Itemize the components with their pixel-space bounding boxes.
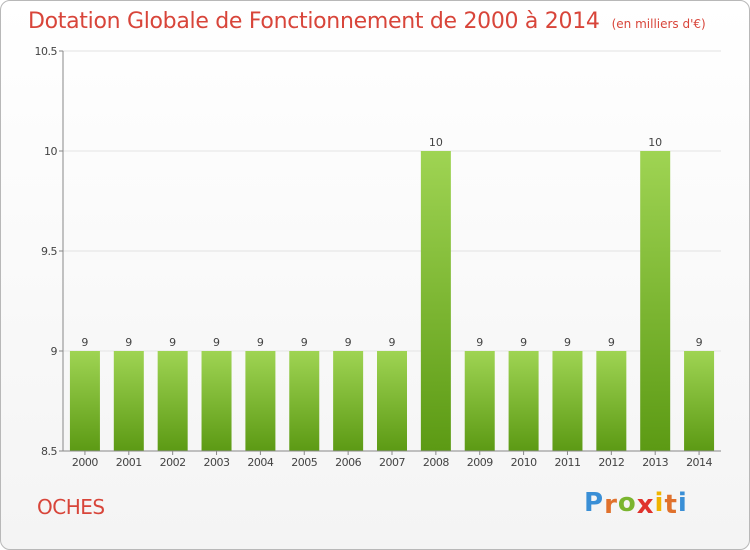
data-label: 9 bbox=[520, 336, 527, 349]
bar bbox=[552, 351, 583, 451]
x-tick-label: 2008 bbox=[423, 456, 449, 469]
x-tick-label: 2014 bbox=[686, 456, 712, 469]
y-tick-label: 9.5 bbox=[41, 245, 57, 258]
data-label: 9 bbox=[257, 336, 264, 349]
bar bbox=[508, 351, 539, 451]
logo-letter: r bbox=[604, 490, 618, 520]
bar bbox=[377, 351, 407, 451]
chart-title-text: Dotation Globale de Fonctionnement de 20… bbox=[28, 9, 600, 34]
y-tick-label: 8.5 bbox=[41, 445, 57, 458]
x-tick-label: 2003 bbox=[204, 456, 230, 469]
y-tick-label: 9 bbox=[51, 345, 58, 358]
logo-letter: x bbox=[636, 490, 655, 520]
data-label: 9 bbox=[696, 336, 703, 349]
commune-name: OCHES bbox=[37, 495, 105, 519]
bar bbox=[113, 351, 144, 451]
bar bbox=[201, 351, 232, 451]
bar bbox=[245, 351, 276, 451]
logo-letter: i bbox=[677, 488, 688, 518]
logo-letter: t bbox=[664, 490, 678, 520]
bar bbox=[640, 151, 671, 451]
data-label: 9 bbox=[389, 336, 396, 349]
bar bbox=[684, 351, 715, 451]
data-label: 9 bbox=[81, 336, 88, 349]
data-label: 10 bbox=[429, 136, 443, 149]
bar bbox=[289, 351, 320, 451]
data-label: 9 bbox=[476, 336, 483, 349]
bar bbox=[157, 351, 188, 451]
bar bbox=[464, 351, 495, 451]
data-label: 9 bbox=[564, 336, 571, 349]
data-labels: 9 9 9 9 9 9 9 9 10 9 9 9 9 10 9 bbox=[81, 136, 702, 349]
data-label: 9 bbox=[345, 336, 352, 349]
y-tick-label: 10 bbox=[44, 145, 57, 158]
data-label: 9 bbox=[608, 336, 615, 349]
x-tick-label: 2002 bbox=[160, 456, 186, 469]
data-label: 9 bbox=[301, 336, 308, 349]
x-tick-label: 2011 bbox=[554, 456, 580, 469]
data-label: 10 bbox=[648, 136, 662, 149]
x-tick-label: 2005 bbox=[291, 456, 317, 469]
grid-lines bbox=[63, 50, 721, 352]
x-tick-label: 2009 bbox=[467, 456, 493, 469]
proxiti-logo[interactable]: Proxiti bbox=[584, 488, 688, 520]
bar bbox=[420, 151, 451, 451]
axes: 8.5 9 9.5 10 10.5 2000 2001 2002 2003 2004 2005 200… bbox=[35, 45, 721, 469]
x-tick-label: 2004 bbox=[247, 456, 273, 469]
data-label: 9 bbox=[213, 336, 220, 349]
x-tick-label: 2010 bbox=[511, 456, 537, 469]
bar bbox=[596, 351, 627, 451]
bar bbox=[333, 351, 364, 451]
y-tick-label: 10.5 bbox=[35, 45, 58, 58]
x-tick-label: 2013 bbox=[642, 456, 668, 469]
logo-letter: i bbox=[654, 488, 665, 518]
x-tick-label: 2007 bbox=[379, 456, 405, 469]
x-tick-label: 2000 bbox=[72, 456, 98, 469]
data-label: 9 bbox=[169, 336, 176, 349]
bars bbox=[69, 151, 715, 451]
x-tick-label: 2012 bbox=[598, 456, 624, 469]
x-tick-label: 2001 bbox=[116, 456, 142, 469]
x-tick-label: 2006 bbox=[335, 456, 361, 469]
logo-letter: P bbox=[584, 488, 605, 518]
chart-title: Dotation Globale de Fonctionnement de 20… bbox=[28, 9, 706, 34]
logo-letter: o bbox=[617, 488, 637, 518]
chart-subtitle: (en milliers d'€) bbox=[611, 17, 706, 31]
bar bbox=[69, 351, 100, 451]
data-label: 9 bbox=[125, 336, 132, 349]
